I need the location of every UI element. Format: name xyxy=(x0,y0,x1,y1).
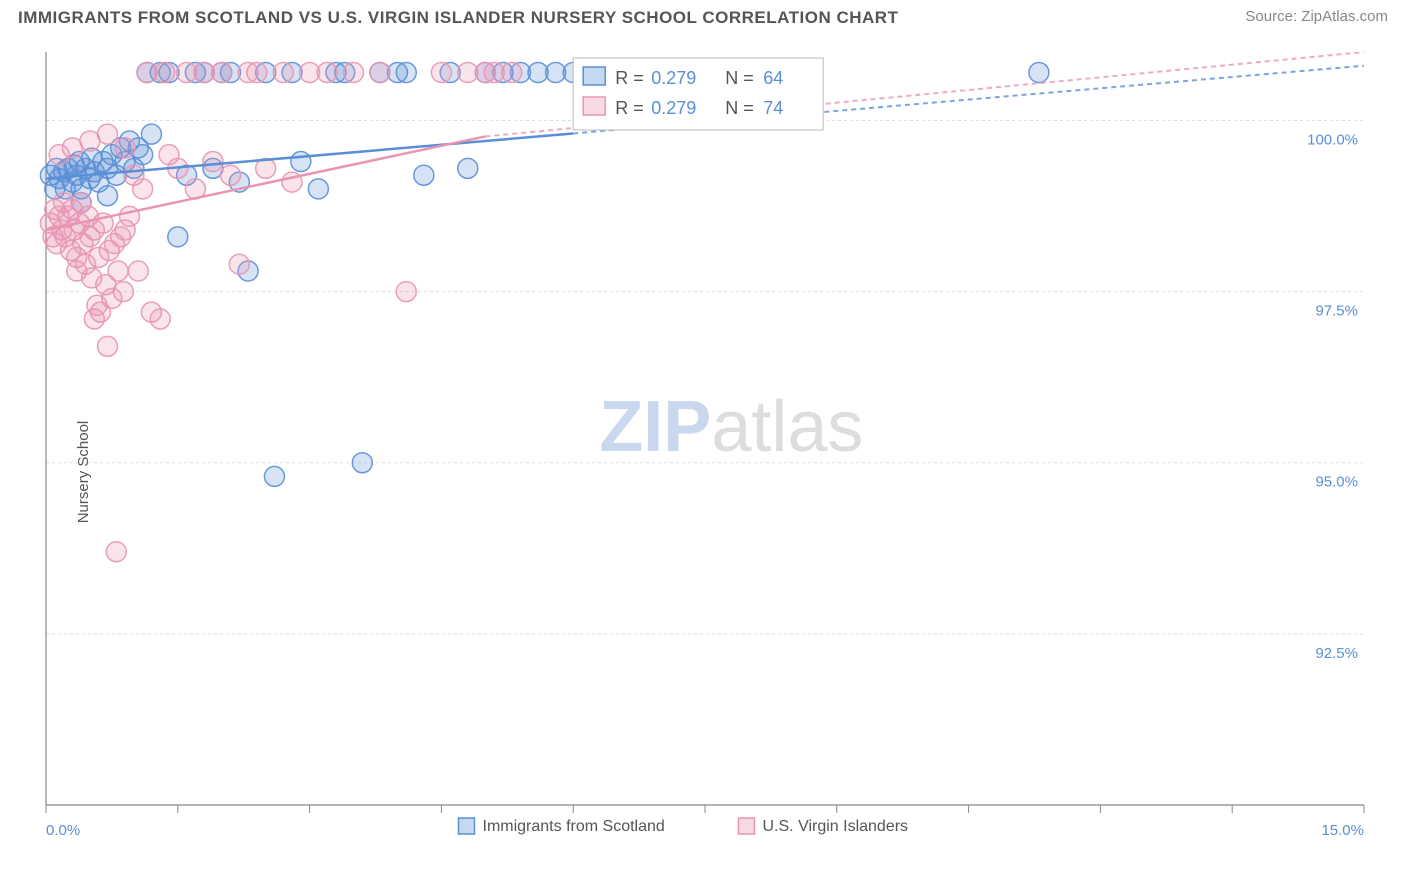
y-tick-label: 95.0% xyxy=(1315,474,1358,491)
svg-text:N =: N = xyxy=(725,68,754,88)
svg-text:R =: R = xyxy=(615,68,644,88)
stats-n-value: 64 xyxy=(763,68,783,88)
legend-label: U.S. Virgin Islanders xyxy=(763,818,909,835)
stats-r-value: 0.279 xyxy=(651,98,696,118)
source-prefix: Source: xyxy=(1245,8,1301,25)
chart-title: IMMIGRANTS FROM SCOTLAND VS U.S. VIRGIN … xyxy=(18,8,898,28)
source-name: ZipAtlas.com xyxy=(1301,8,1388,25)
legend-swatch xyxy=(739,818,755,834)
y-tick-label: 97.5% xyxy=(1315,303,1358,320)
correlation-scatter-chart: ZIPatlas 100.0% 97.5% 95.0% 92.5% 0.0% 15.0% R … xyxy=(30,52,1390,892)
legend-label: Immigrants from Scotland xyxy=(483,818,665,835)
stats-n-value: 74 xyxy=(763,98,783,118)
svg-text:N =: N = xyxy=(725,98,754,118)
source-attribution: Source: ZipAtlas.com xyxy=(1245,8,1388,25)
x-tick-label-first: 0.0% xyxy=(46,822,80,839)
svg-text:ZIPatlas: ZIPatlas xyxy=(599,387,863,467)
x-tick-label-last: 15.0% xyxy=(1321,822,1364,839)
svg-text:R =: R = xyxy=(615,98,644,118)
stats-r-value: 0.279 xyxy=(651,68,696,88)
y-tick-label: 92.5% xyxy=(1315,645,1358,662)
legend-swatch xyxy=(459,818,475,834)
y-tick-label: 100.0% xyxy=(1307,131,1358,148)
y-axis-label: Nursery School xyxy=(75,421,92,524)
